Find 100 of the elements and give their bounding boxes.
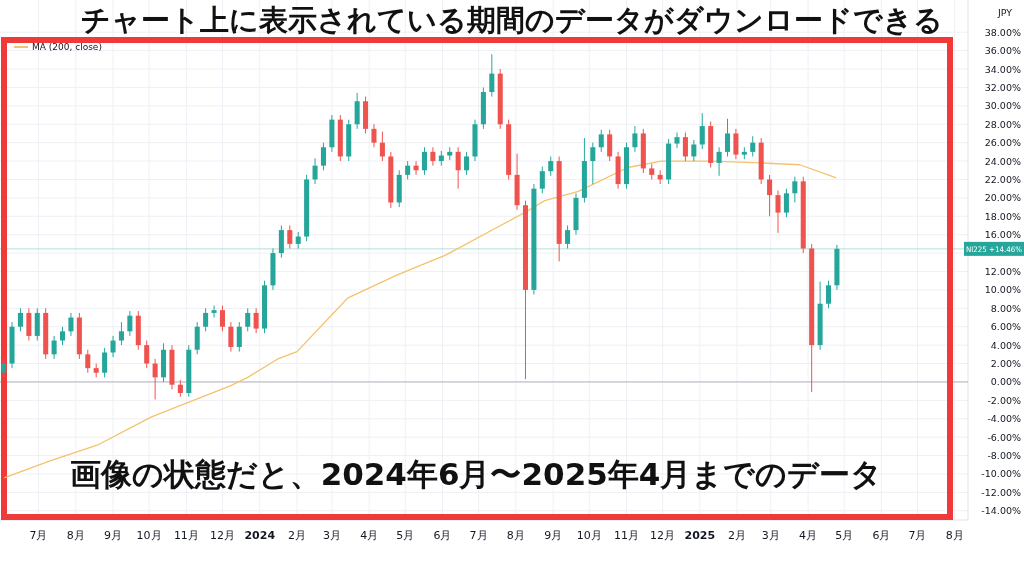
- y-tick-label: 20.00%: [984, 192, 1021, 204]
- x-tick-label: 2月: [728, 529, 747, 542]
- x-tick-label: 3月: [322, 529, 341, 542]
- y-tick-label: -10.00%: [981, 468, 1021, 480]
- candlestick: [60, 326, 66, 346]
- x-tick-label: 6月: [872, 529, 891, 542]
- x-tick-label: 3月: [761, 529, 780, 542]
- x-tick-label: 8月: [66, 529, 85, 542]
- candlestick: [792, 176, 798, 203]
- candlestick: [253, 307, 259, 334]
- candlestick: [17, 307, 23, 332]
- candlestick: [767, 174, 773, 217]
- candlestick: [194, 321, 200, 355]
- candlestick: [590, 142, 596, 185]
- x-tick-label: 7月: [469, 529, 488, 542]
- x-tick-label: 10月: [576, 529, 602, 542]
- candlestick: [733, 128, 739, 160]
- x-tick-label: 2月: [288, 529, 307, 542]
- y-tick-label: 12.00%: [984, 266, 1021, 277]
- x-tick-label: 12月: [650, 529, 676, 542]
- candlestick: [34, 307, 40, 342]
- y-tick-label: 0.00%: [990, 376, 1021, 388]
- candlestick: [607, 129, 613, 162]
- candlestick: [455, 146, 461, 190]
- y-tick-label: -14.00%: [981, 505, 1021, 517]
- candlestick: [354, 92, 360, 130]
- x-tick-label: 7月: [908, 529, 927, 542]
- y-tick-label: -4.00%: [987, 413, 1021, 425]
- annotation: 画像の状態だと、2024年6月〜2025年4月までのデータ: [69, 456, 883, 492]
- x-tick-label: 9月: [544, 529, 563, 542]
- y-tick-label: 36.00%: [984, 45, 1021, 57]
- y-tick-label: 4.00%: [990, 339, 1021, 351]
- candlestick: [68, 312, 74, 337]
- candlestick: [691, 139, 697, 162]
- x-tick-label: 6月: [433, 529, 452, 542]
- legend-label: MA (200, close): [32, 42, 102, 52]
- x-tick-label: 2024: [244, 529, 276, 542]
- y-tick-label: 32.00%: [984, 81, 1021, 93]
- y-tick-label: -8.00%: [987, 450, 1021, 462]
- y-tick-label: 22.00%: [984, 173, 1021, 185]
- candlestick: [236, 321, 242, 353]
- chart-title: チャート上に表示されている期間のデータがダウンロードできる: [81, 3, 943, 37]
- y-tick-label: 38.00%: [984, 26, 1021, 38]
- x-tick-label: 4月: [360, 529, 379, 542]
- candlestick: [421, 146, 427, 176]
- candlestick: [312, 157, 318, 185]
- y-tick-label: 30.00%: [984, 100, 1021, 112]
- candlestick: [203, 307, 209, 332]
- y-tick-label: 34.00%: [984, 63, 1021, 75]
- candlestick: [51, 335, 57, 360]
- x-tick-label: 4月: [799, 529, 818, 542]
- x-tick-label: 11月: [613, 529, 639, 542]
- candlestick: [775, 190, 781, 234]
- x-tick-label: 8月: [945, 529, 964, 542]
- candlestick: [278, 224, 284, 259]
- candlestick: [245, 307, 251, 332]
- x-tick-label: 10月: [136, 529, 162, 542]
- candlestick: [430, 146, 436, 167]
- candlestick: [85, 349, 91, 374]
- candlestick: [632, 125, 638, 153]
- candlestick: [371, 123, 377, 148]
- y-tick-label: 16.00%: [984, 229, 1021, 241]
- y-tick-label: 28.00%: [984, 118, 1021, 130]
- y-tick-label: -12.00%: [981, 486, 1021, 498]
- candlestick: [26, 307, 32, 342]
- candlestick: [699, 112, 705, 150]
- candlestick: [565, 224, 571, 249]
- candlestick: [1, 358, 7, 378]
- y-tick-label: 6.00%: [990, 321, 1021, 333]
- candlestick: [598, 129, 604, 153]
- candlestick: [152, 358, 158, 400]
- x-tick-label: 12月: [209, 529, 235, 542]
- x-tick-label: 5月: [835, 529, 854, 542]
- y-tick-label: 18.00%: [984, 210, 1021, 222]
- y-tick-label: -6.00%: [987, 431, 1021, 443]
- candlestick: [724, 118, 731, 157]
- candlestick: [825, 280, 832, 309]
- candlestick: [127, 310, 133, 337]
- y-tick-label: 26.00%: [984, 137, 1021, 149]
- candlestick: [750, 135, 756, 157]
- candlestick: [287, 224, 293, 249]
- y-tick-label: 2.00%: [990, 358, 1021, 370]
- y-tick-label: 8.00%: [990, 302, 1021, 314]
- candlestick: [102, 347, 108, 378]
- candlestick: [219, 305, 225, 332]
- candlestick: [405, 160, 411, 180]
- candlestick: [489, 53, 495, 98]
- candlestick: [320, 142, 326, 171]
- legend: MA (200, close): [13, 42, 102, 52]
- y-tick-label: -2.00%: [987, 394, 1021, 406]
- x-tick-label: 7月: [29, 529, 48, 542]
- candlestick: [144, 340, 150, 369]
- candlestick: [110, 335, 116, 358]
- x-tick-label: 5月: [396, 529, 415, 542]
- candlestick: [548, 155, 554, 177]
- candlestick: [211, 305, 217, 319]
- candlestick: [539, 166, 545, 194]
- candlestick: [716, 146, 722, 177]
- candlestick: [783, 188, 789, 218]
- candlestick: [682, 132, 688, 162]
